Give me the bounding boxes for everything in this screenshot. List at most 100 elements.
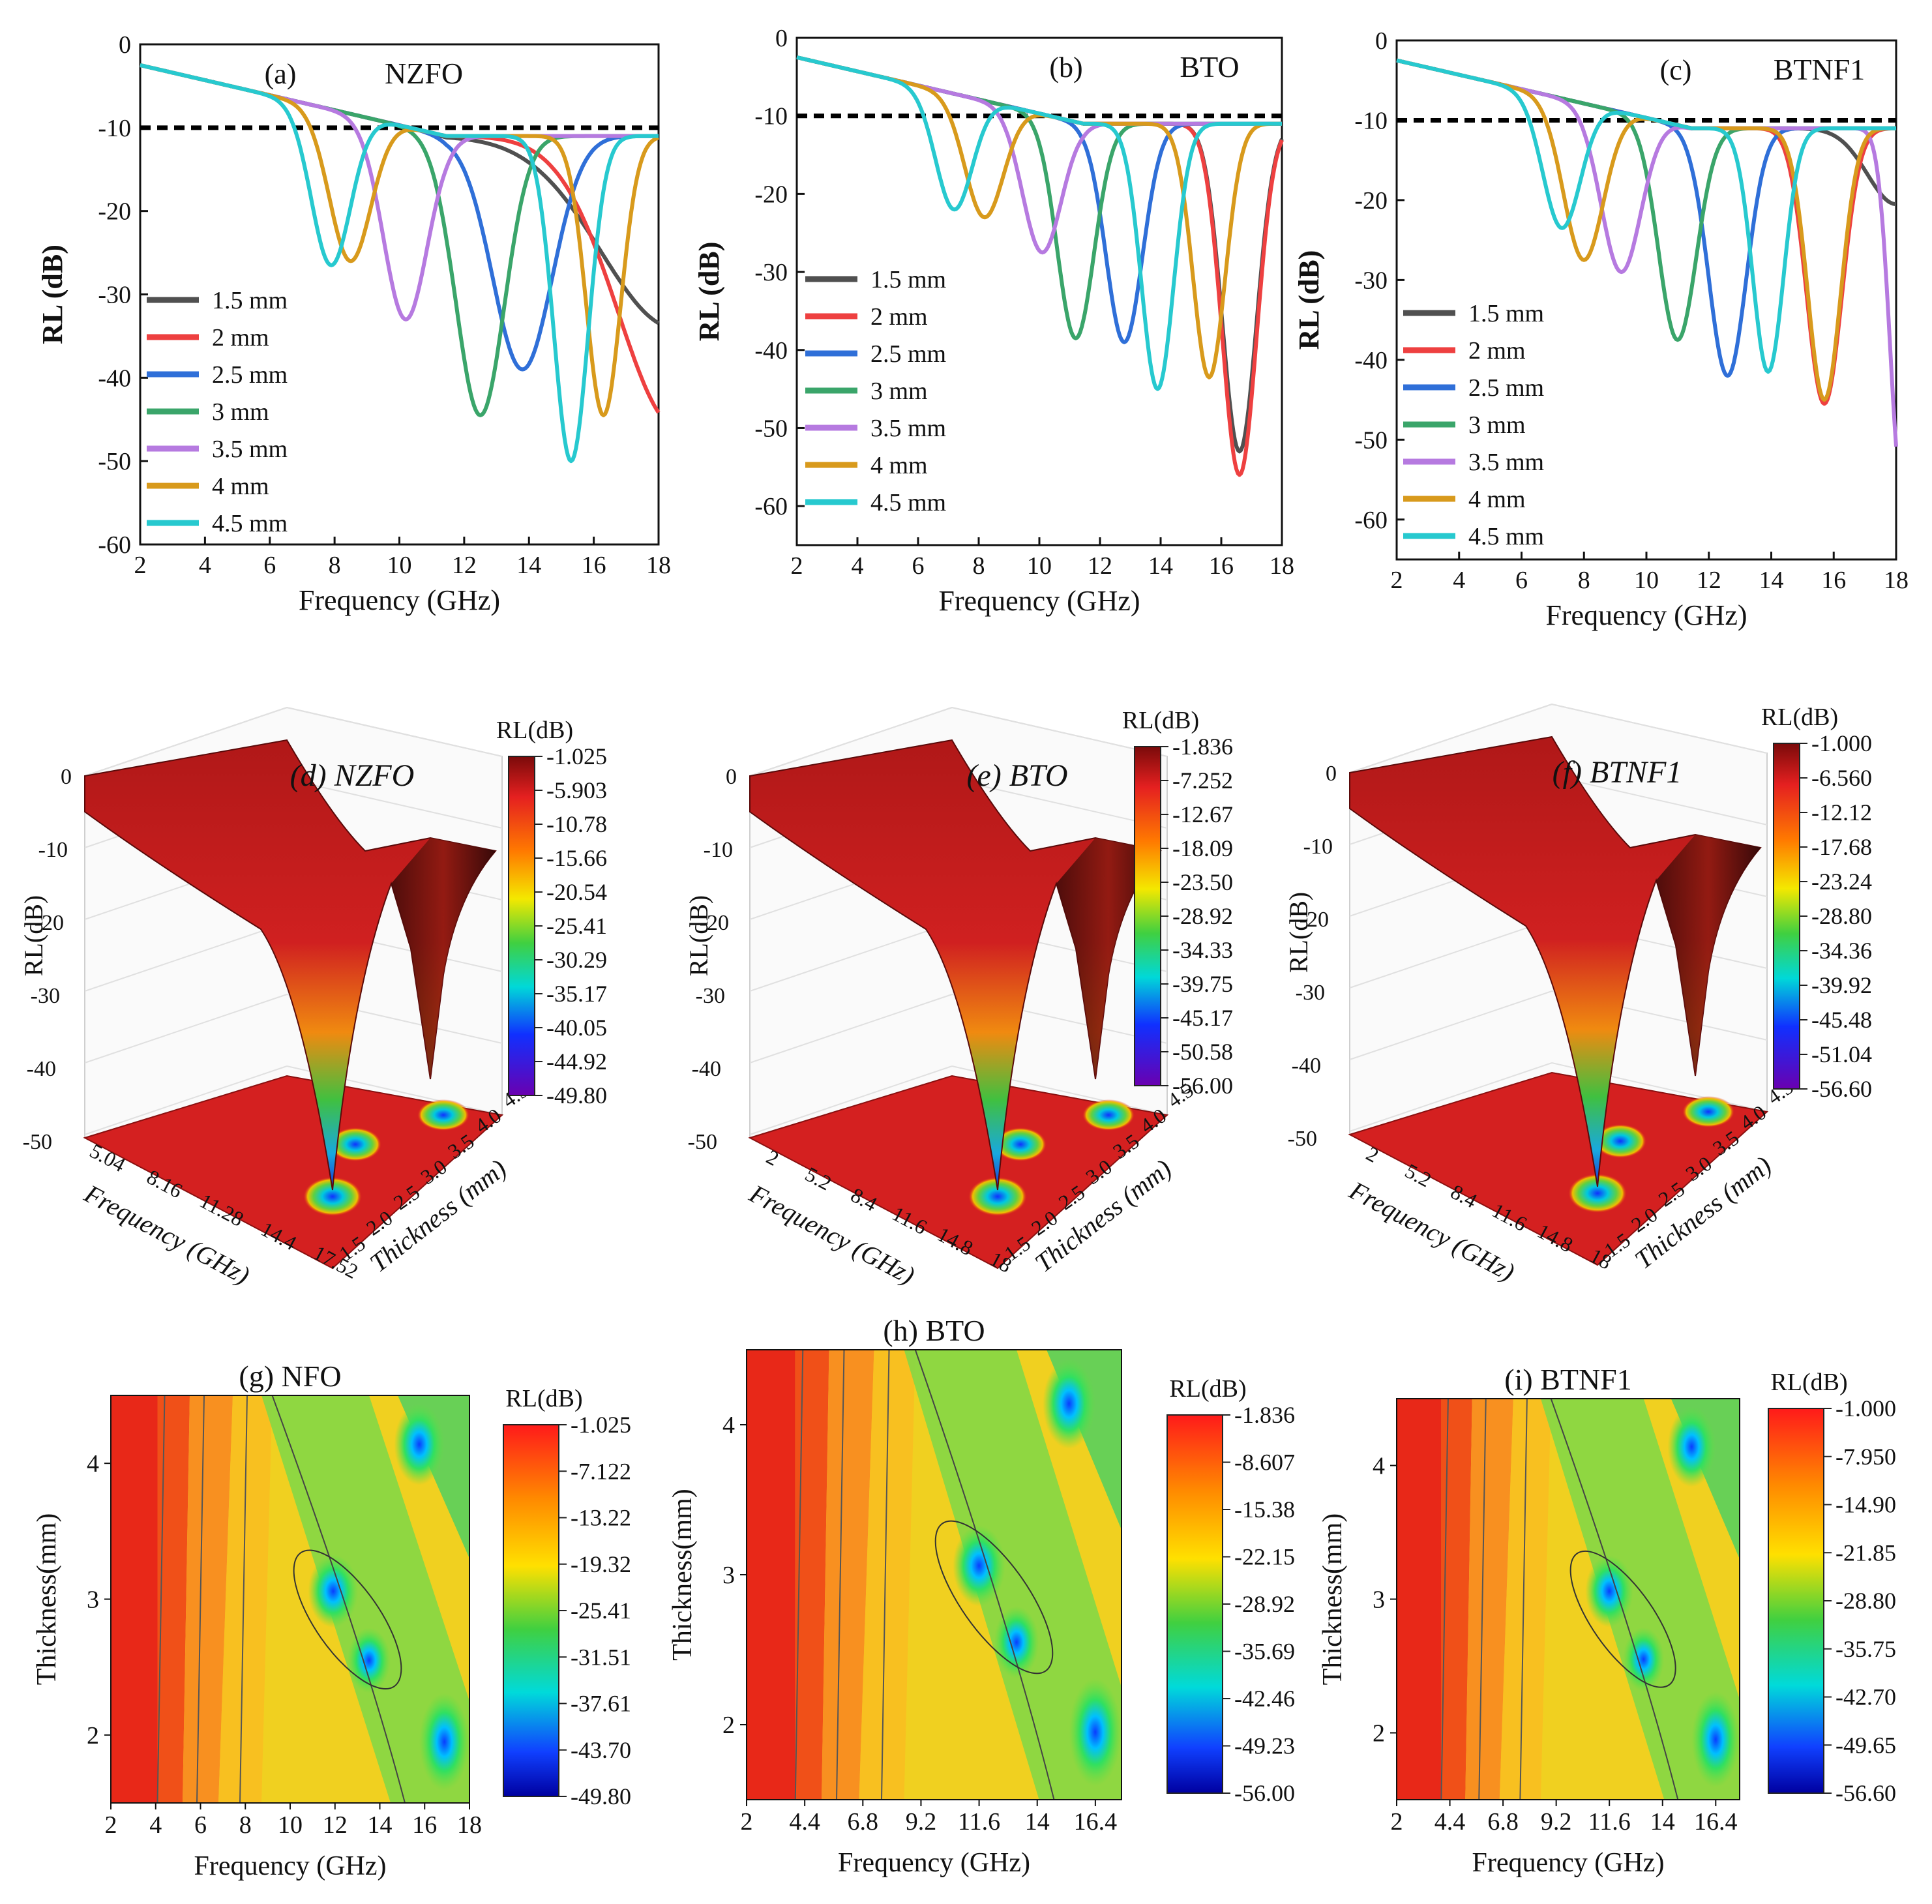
colorbar-label: RL(dB) bbox=[1761, 704, 1838, 731]
colorbar-tick-label: -56.60 bbox=[1835, 1780, 1896, 1806]
x-tick-label: 6 bbox=[263, 552, 276, 579]
line-chart-3: 2 4 6 8 10 12 14 16 18 0 -10 -20 -30 -40 -50 -60 Frequen… bbox=[1293, 27, 1909, 631]
y-tick-label: -40 bbox=[98, 364, 131, 392]
colorbar-tick-label: -37.61 bbox=[571, 1691, 631, 1717]
chart-title: (d) NZFO bbox=[290, 758, 415, 793]
colorbar-tick-label: -12.67 bbox=[1172, 801, 1233, 827]
heatmap-band bbox=[904, 1350, 1122, 1800]
colorbar-tick-label: -1.000 bbox=[1811, 730, 1872, 756]
colorbar-tick-label: -44.92 bbox=[546, 1049, 607, 1075]
colorbar-tick-label: -50.58 bbox=[1172, 1039, 1233, 1065]
chart-title: BTO bbox=[1180, 50, 1239, 83]
floor-minimum bbox=[1594, 1124, 1646, 1158]
y-axis-label: RL (dB) bbox=[37, 245, 68, 344]
contour-line bbox=[794, 1349, 804, 1800]
colorbar-tick-label: -35.17 bbox=[546, 981, 607, 1007]
z-tick-label: -20 bbox=[35, 911, 64, 935]
contour-line bbox=[239, 1395, 248, 1804]
y-tick-label: -10 bbox=[1354, 107, 1388, 134]
y-tick-label: 3 bbox=[722, 1562, 735, 1589]
colorbar-tick-label: -1.025 bbox=[546, 743, 607, 769]
rl-surface-ridge bbox=[1656, 835, 1761, 1076]
legend-label: 4 mm bbox=[1468, 486, 1526, 513]
x-axis-label: Frequency (GHz) bbox=[194, 1851, 386, 1881]
surface-chart-2: 0-10-20-30-40-50RL(dB)25.28.411.614.818F… bbox=[684, 706, 1233, 1290]
legend-label: 3.5 mm bbox=[212, 436, 288, 463]
contour-line bbox=[1440, 1398, 1449, 1800]
floor-minimum bbox=[329, 1127, 381, 1161]
heatmap-minimum bbox=[953, 1525, 1005, 1607]
colorbar-tick-label: -35.69 bbox=[1234, 1639, 1295, 1665]
z-tick-label: -40 bbox=[27, 1057, 56, 1081]
legend-label: 1.5 mm bbox=[212, 287, 288, 314]
colorbar-tick-label: -35.75 bbox=[1835, 1636, 1896, 1662]
x-tick-label: 6 bbox=[1515, 567, 1528, 594]
colorbar bbox=[508, 756, 535, 1096]
colorbar bbox=[1134, 746, 1161, 1086]
legend-label: 4 mm bbox=[870, 452, 928, 479]
grid-line bbox=[749, 1065, 953, 1135]
z-tick-label: -40 bbox=[692, 1057, 721, 1081]
z-tick-label: 0 bbox=[726, 765, 737, 789]
contour-line bbox=[293, 1549, 402, 1690]
chart-title: NZFO bbox=[385, 57, 463, 90]
surface-chart-1: 0-10-20-30-40-50RL(dB)5.048.1611.2814.41… bbox=[19, 706, 607, 1290]
x-axis-label: Frequency (GHz) bbox=[838, 1848, 1030, 1878]
heatmap-band bbox=[747, 1350, 795, 1800]
heatmap-band bbox=[111, 1395, 158, 1803]
contour-line bbox=[914, 1349, 1055, 1800]
legend-label: 4.5 mm bbox=[1468, 523, 1544, 550]
contour-line bbox=[881, 1349, 890, 1800]
series-line bbox=[140, 63, 659, 464]
x-tick-label: 4 bbox=[149, 1811, 162, 1839]
y-tick-label: 0 bbox=[119, 31, 131, 59]
colorbar-tick-label: -18.09 bbox=[1172, 835, 1233, 861]
x-tick-label: 2 bbox=[763, 1145, 783, 1170]
x-tick-label: 2 bbox=[134, 552, 147, 579]
colorbar-tick-label: -49.80 bbox=[546, 1082, 607, 1108]
x-tick-label: 14 bbox=[368, 1811, 393, 1839]
colorbar-label: RL(dB) bbox=[1770, 1369, 1847, 1396]
colorbar-tick-label: -25.41 bbox=[571, 1598, 631, 1624]
x-tick-label: 18 bbox=[457, 1811, 482, 1839]
y-tick-label: 0 bbox=[1375, 27, 1388, 55]
x-tick-label: 6.8 bbox=[848, 1808, 879, 1836]
heatmap-band bbox=[261, 1395, 469, 1803]
y-axis-label: RL (dB) bbox=[1293, 250, 1325, 350]
y-tick-label: 2 bbox=[87, 1722, 99, 1749]
x-tick-label: 12 bbox=[1697, 567, 1721, 594]
colorbar-tick-label: -1.836 bbox=[1234, 1402, 1295, 1428]
series-line bbox=[140, 63, 659, 321]
grid-line bbox=[1349, 919, 1553, 989]
floor-minimum bbox=[1682, 1096, 1734, 1127]
y-tick-label: 0 bbox=[775, 25, 788, 52]
x-tick-label: 6.8 bbox=[1487, 1808, 1519, 1836]
panel-label: (a) bbox=[265, 58, 297, 90]
legend-label: 1.5 mm bbox=[1468, 300, 1544, 327]
x-tick-label: 14 bbox=[1650, 1808, 1675, 1836]
series-line bbox=[796, 55, 1284, 477]
colorbar-tick-label: -7.252 bbox=[1172, 767, 1233, 794]
colorbar-tick-label: -1.025 bbox=[571, 1412, 631, 1438]
heatmap-minimum bbox=[419, 1693, 469, 1791]
floor-map bbox=[748, 1075, 1169, 1270]
y-tick-label: -50 bbox=[98, 448, 131, 475]
rl-surface-ridge bbox=[1056, 838, 1161, 1079]
legend-label: 2.5 mm bbox=[1468, 374, 1544, 402]
y-tick-label: -30 bbox=[1354, 267, 1388, 294]
colorbar-tick-label: -15.66 bbox=[546, 845, 607, 871]
x-tick-label: 16.4 bbox=[1074, 1808, 1118, 1836]
heatmap-band bbox=[795, 1350, 829, 1800]
colorbar-tick-label: -49.23 bbox=[1234, 1733, 1295, 1759]
contour-line bbox=[1519, 1398, 1528, 1800]
colorbar-tick-label: -43.70 bbox=[571, 1737, 631, 1763]
x-axis-label: Frequency (GHz) bbox=[1472, 1848, 1664, 1878]
z-axis-label: RL(dB) bbox=[19, 895, 48, 976]
y-axis-label: Thickness(mm) bbox=[668, 1489, 698, 1661]
y-axis-label: RL (dB) bbox=[693, 242, 725, 342]
chart-title: (h) BTO bbox=[883, 1314, 985, 1347]
y-tick-label: -20 bbox=[98, 198, 131, 226]
colorbar-tick-label: -7.950 bbox=[1835, 1444, 1896, 1470]
x-tick-label: 16 bbox=[1821, 567, 1846, 594]
grid-line bbox=[286, 779, 503, 829]
